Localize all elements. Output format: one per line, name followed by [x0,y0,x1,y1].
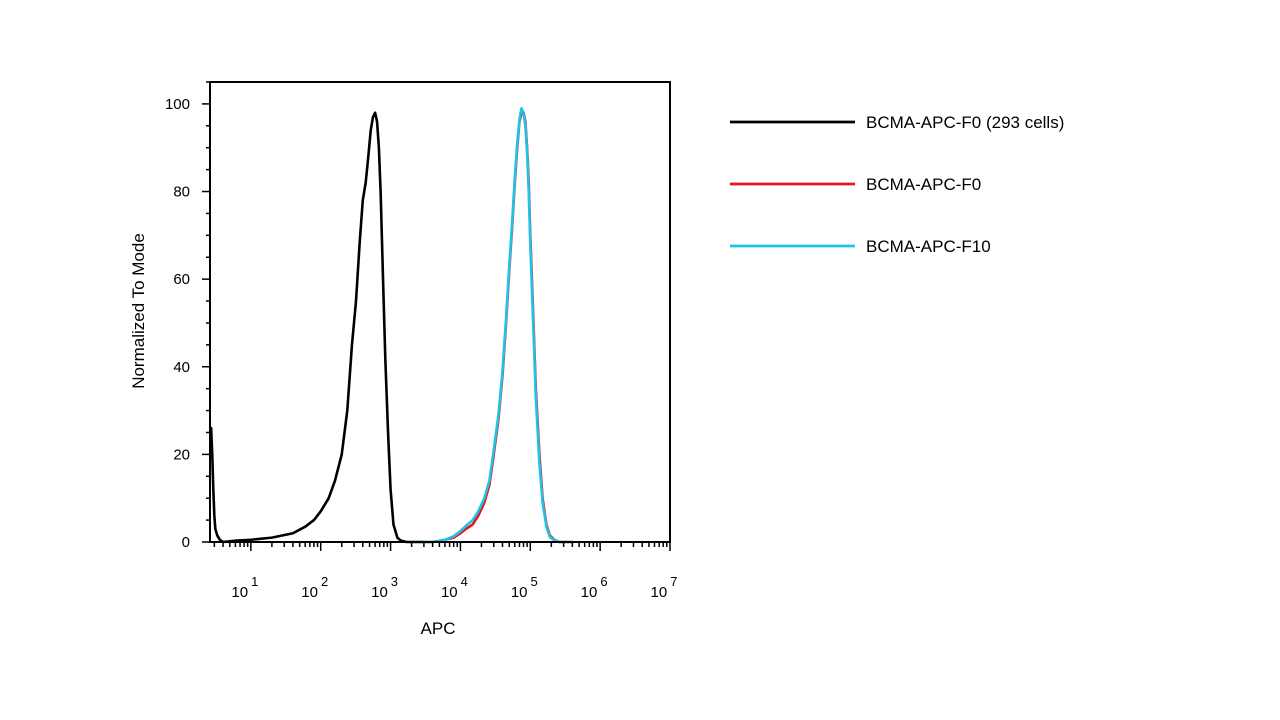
x-tick-exponent: 3 [391,574,398,589]
series-line-3 [410,106,574,544]
x-tick-label: 104 [441,574,468,601]
x-tick-base: 10 [231,584,248,601]
y-tick-label: 0 [182,534,190,551]
x-tick-exponent: 6 [600,574,607,589]
x-tick-exponent: 2 [321,574,328,589]
y-tick-label: 40 [173,359,190,376]
x-tick-label: 103 [371,574,398,601]
x-tick-base: 10 [651,584,668,601]
x-tick-label: 106 [581,574,608,601]
x-tick-base: 10 [441,584,458,601]
series-line-2 [410,111,574,544]
histogram-curves [209,106,574,544]
x-tick-label: 101 [231,574,258,601]
x-tick-base: 10 [511,584,528,601]
x-tick-base: 10 [371,584,388,601]
x-tick-label: 102 [301,574,328,601]
x-tick-base: 10 [301,584,318,601]
y-tick-label: 20 [173,446,190,463]
y-tick-label: 80 [173,184,190,201]
x-tick-exponent: 4 [461,574,468,589]
legend: BCMA-APC-F0 (293 cells) BCMA-APC-F0 BCMA-A… [730,113,1064,256]
legend-label-1: BCMA-APC-F0 (293 cells) [866,113,1064,132]
plot-frame [209,81,671,543]
x-tick-exponent: 1 [251,574,258,589]
x-tick-base: 10 [581,584,598,601]
x-tick-label: 105 [511,574,538,601]
y-tick-label: 60 [173,271,190,288]
x-tick-exponent: 5 [531,574,538,589]
legend-label-3: BCMA-APC-F10 [866,237,991,256]
x-axis-title: APC [421,619,456,638]
x-tick-label: 107 [651,574,678,601]
y-tick-label: 100 [165,96,190,113]
legend-label-2: BCMA-APC-F0 [866,175,981,194]
y-axis-title: Normalized To Mode [129,233,148,389]
series-line-1 [209,111,426,544]
x-tick-exponent: 7 [670,574,677,589]
y-axis: 0 20 40 60 80 100 [165,81,210,551]
